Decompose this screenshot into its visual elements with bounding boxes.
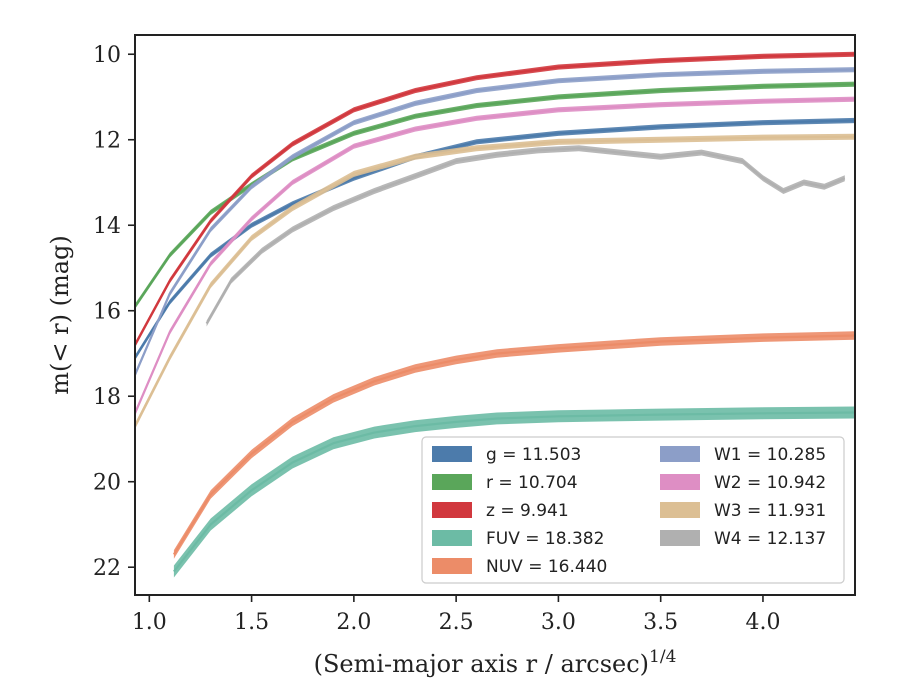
legend-label: W3 = 11.931 [714,501,826,521]
x-tick-label: 3.5 [643,610,678,635]
legend-entry: W1 = 10.285 [660,445,826,465]
x-tick-label: 2.5 [439,610,474,635]
x-tick-label: 3.0 [541,610,576,635]
legend-entry: r = 10.704 [432,473,578,493]
x-axis: 1.0 1.5 2.0 2.5 3.0 3.5 4.0 [132,595,780,635]
x-axis-label: (Semi-major axis r / arcsec)1/4 [314,647,677,678]
x-tick-label: 1.0 [132,610,167,635]
series-line [172,334,855,555]
legend-entry: NUV = 16.440 [432,557,607,577]
legend-entry: FUV = 18.382 [432,529,604,549]
legend-swatch [432,446,472,462]
series-line [135,68,855,376]
series-layer [135,51,855,578]
series-line [135,53,855,346]
series-line [135,83,855,308]
legend-label: W4 = 12.137 [714,529,826,549]
y-tick-label: 16 [93,300,121,325]
x-axis-label-superscript: 1/4 [649,647,676,667]
series-8 [205,145,846,327]
legend-entry: z = 9.941 [432,501,569,521]
series-line [135,98,855,414]
legend-swatch [432,474,472,490]
series-line [135,135,855,427]
series-5 [135,67,855,378]
y-tick-label: 20 [93,471,121,496]
legend: g = 11.503 r = 10.704 z = 9.941 FUV = 18.38… [421,436,845,584]
x-tick-label: 1.5 [234,610,269,635]
y-tick-label: 12 [93,129,121,154]
series-2 [135,51,855,348]
y-tick-label: 14 [93,214,121,239]
series-3 [173,406,855,578]
x-tick-label: 2.0 [336,610,371,635]
legend-swatch [432,530,472,546]
legend-label: z = 9.941 [486,501,569,521]
legend-swatch [432,558,472,574]
legend-swatch [432,502,472,518]
x-tick-label: 4.0 [745,610,780,635]
series-4 [172,331,855,559]
legend-label: r = 10.704 [486,473,578,493]
legend-swatch [660,502,700,518]
legend-label: g = 11.503 [486,445,581,465]
legend-label: W2 = 10.942 [714,473,826,493]
series-7 [135,133,855,430]
y-tick-label: 22 [93,556,121,581]
series-line [205,147,846,325]
y-tick-label: 10 [93,43,121,68]
legend-entry: W4 = 12.137 [660,529,826,549]
series-1 [135,81,855,309]
y-tick-label: 18 [93,385,121,410]
legend-entry: g = 11.503 [432,445,581,465]
legend-label: W1 = 10.285 [714,445,826,465]
plot-frame [134,34,856,596]
y-axis: 10 12 14 16 18 20 22 [93,43,135,581]
y-axis-label: m(< r) (mag) [46,235,74,394]
legend-label: FUV = 18.382 [486,529,604,549]
legend-swatch [660,530,700,546]
legend-swatch [660,474,700,490]
legend-entry: W2 = 10.942 [660,473,826,493]
legend-entry: W3 = 11.931 [660,501,826,521]
series-6 [135,96,855,416]
series-line [173,411,855,573]
legend-frame [421,436,845,584]
legend-label: NUV = 16.440 [486,557,607,577]
legend-swatch [660,446,700,462]
